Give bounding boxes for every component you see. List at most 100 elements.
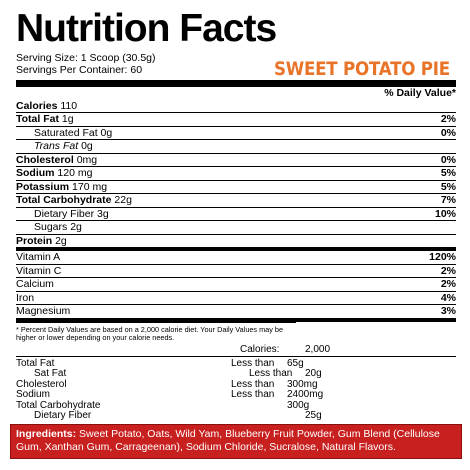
vitamin-row: Iron 4%	[16, 290, 456, 305]
reference-row: Total Carbohydrate 300g	[16, 399, 456, 412]
nutrient-row: Trans Fat 0g	[16, 139, 456, 153]
nutrient-label: Protein	[16, 234, 53, 247]
vitamin-label: Calcium	[16, 278, 54, 290]
reference-row: Sodium Less than 2400mg	[16, 389, 456, 401]
nutrient-row: Potassium 170 mg 5%	[16, 179, 456, 194]
nutrient-label: Saturated Fat	[34, 126, 98, 139]
nutrient-label: Dietary Fiber	[34, 207, 95, 220]
reference-value: 25g	[305, 410, 322, 421]
nutrient: Dietary Fiber 3g	[16, 208, 109, 221]
reference-value: 65g	[287, 357, 304, 369]
nutrient-row: Total Carbohydrate 22g 7%	[16, 193, 456, 207]
calories-label: Calories:	[240, 343, 280, 355]
vitamin-row: Calcium 2%	[16, 277, 456, 291]
nutrient-amount: 2g	[70, 221, 82, 233]
nutrient-row: Dietary Fiber 3g 10%	[16, 206, 456, 221]
ingredients-text: Sweet Potato, Oats, Wild Yam, Blueberry …	[16, 428, 440, 453]
servings-per-container: Servings Per Container: 60	[16, 64, 143, 76]
nutrient-row: Protein 2g	[16, 233, 456, 248]
reference-value: 300g	[287, 399, 310, 411]
reference-label: Cholesterol	[16, 378, 67, 390]
nutrient-label: Trans Fat	[34, 140, 79, 152]
reference-limit: Less than	[249, 368, 293, 379]
nutrient-amount: 0g	[100, 126, 113, 139]
reference-row: Dietary Fiber 25g	[16, 410, 456, 422]
reference-label: Total Fat	[16, 357, 55, 369]
nutrients: Calories 110 Total Fat 1g 2% Saturated Fat …	[16, 100, 456, 248]
nutrient: Cholesterol 0mg	[16, 154, 97, 167]
daily-value: 5%	[440, 167, 456, 179]
nutrient: Trans Fat 0g	[16, 140, 93, 153]
daily-value: 4%	[440, 291, 456, 304]
nutrient: Calories 110	[16, 100, 77, 113]
nutrient-label: Calories	[16, 99, 58, 112]
nutrient-amount: 110	[60, 99, 78, 112]
reference-label: Sodium	[16, 389, 50, 400]
nutrient-label: Potassium	[16, 180, 70, 193]
reference-row: Cholesterol Less than 300mg	[16, 378, 456, 391]
reference-header: Calories: 2,000	[16, 344, 456, 357]
reference-limit	[249, 411, 305, 422]
reference-row: Total Fat Less than 65g	[16, 357, 456, 370]
nutrient: Total Fat 1g	[16, 113, 74, 126]
vitamin-label: Vitamin A	[16, 251, 61, 263]
daily-value: 7%	[440, 194, 456, 206]
nutrient: Total Carbohydrate 22g	[16, 194, 132, 207]
reference-value: 20g	[305, 368, 322, 379]
rule	[16, 247, 456, 251]
nutrient-amount: 2g	[55, 234, 67, 247]
nutrient-row: Calories 110	[16, 100, 456, 113]
daily-value: 0%	[440, 153, 456, 166]
nutrient-amount: 170 mg	[72, 180, 108, 193]
reference-limit: Less than	[231, 389, 275, 400]
nutrient: Sodium 120 mg	[16, 167, 92, 180]
nutrient-row: Saturated Fat 0g 0%	[16, 125, 456, 140]
vitamin-label: Vitamin C	[16, 264, 62, 277]
ingredients-label: Ingredients:	[16, 428, 77, 440]
nutrient-label: Total Fat	[16, 113, 59, 125]
reference-row: Sat Fat Less than 20g	[16, 368, 456, 380]
vitamin-row: Vitamin A 120%	[16, 251, 456, 264]
daily-value: 0%	[440, 126, 456, 139]
nutrient: Sugars 2g	[16, 221, 82, 234]
nutrient: Saturated Fat 0g	[16, 127, 112, 140]
daily-value: 120%	[429, 251, 456, 263]
nutrient-row: Cholesterol 0mg 0%	[16, 152, 456, 167]
rule	[16, 80, 456, 87]
title: Nutrition Facts	[16, 7, 277, 50]
vitamin-row: Magnesium 3%	[16, 304, 456, 318]
nutrient-amount: 3g	[97, 207, 109, 220]
footnote: * Percent Daily Values are based on a 2,…	[16, 321, 296, 344]
flavor: SWEET POTATO PIE	[274, 58, 450, 80]
nutrition-label: Nutrition Facts Serving Size: 1 Scoop (3…	[16, 6, 456, 422]
vitamin-label: Magnesium	[16, 305, 71, 317]
nutrient: Protein 2g	[16, 235, 67, 248]
serving-size: Serving Size: 1 Scoop (30.5g)	[16, 52, 156, 64]
reference-value: 2400mg	[287, 389, 324, 400]
reference-limit	[231, 401, 287, 412]
daily-value: 3%	[440, 305, 456, 317]
vitamin-row: Vitamin C 2%	[16, 263, 456, 278]
nutrient-amount: 1g	[61, 113, 74, 125]
nutrient-amount: 0mg	[76, 153, 98, 166]
dv-header: % Daily Value*	[16, 87, 456, 100]
daily-value: 2%	[440, 278, 456, 290]
nutrient-row: Sugars 2g	[16, 220, 456, 234]
nutrient-amount: 22g	[114, 194, 132, 206]
reference-label: Total Carbohydrate	[16, 399, 101, 411]
nutrient-label: Total Carbohydrate	[16, 194, 112, 206]
nutrient-label: Sugars	[34, 221, 68, 233]
daily-value: 2%	[440, 113, 456, 125]
rule	[16, 317, 456, 322]
daily-value: 10%	[434, 207, 456, 220]
nutrient-label: Sodium	[16, 167, 55, 179]
nutrient-amount: 120 mg	[57, 167, 93, 179]
reference-limit: Less than	[231, 357, 275, 369]
reference-table: Total Fat Less than 65g Sat Fat Less than 20g…	[16, 357, 456, 422]
vitamins: Vitamin A 120% Vitamin C 2% Calcium 2% Iron 4% M…	[16, 251, 456, 318]
reference-label: Sat Fat	[34, 368, 67, 379]
nutrient: Potassium 170 mg	[16, 181, 107, 194]
nutrient-amount: 0g	[81, 140, 93, 152]
dv-header-text: % Daily Value*	[384, 87, 456, 99]
